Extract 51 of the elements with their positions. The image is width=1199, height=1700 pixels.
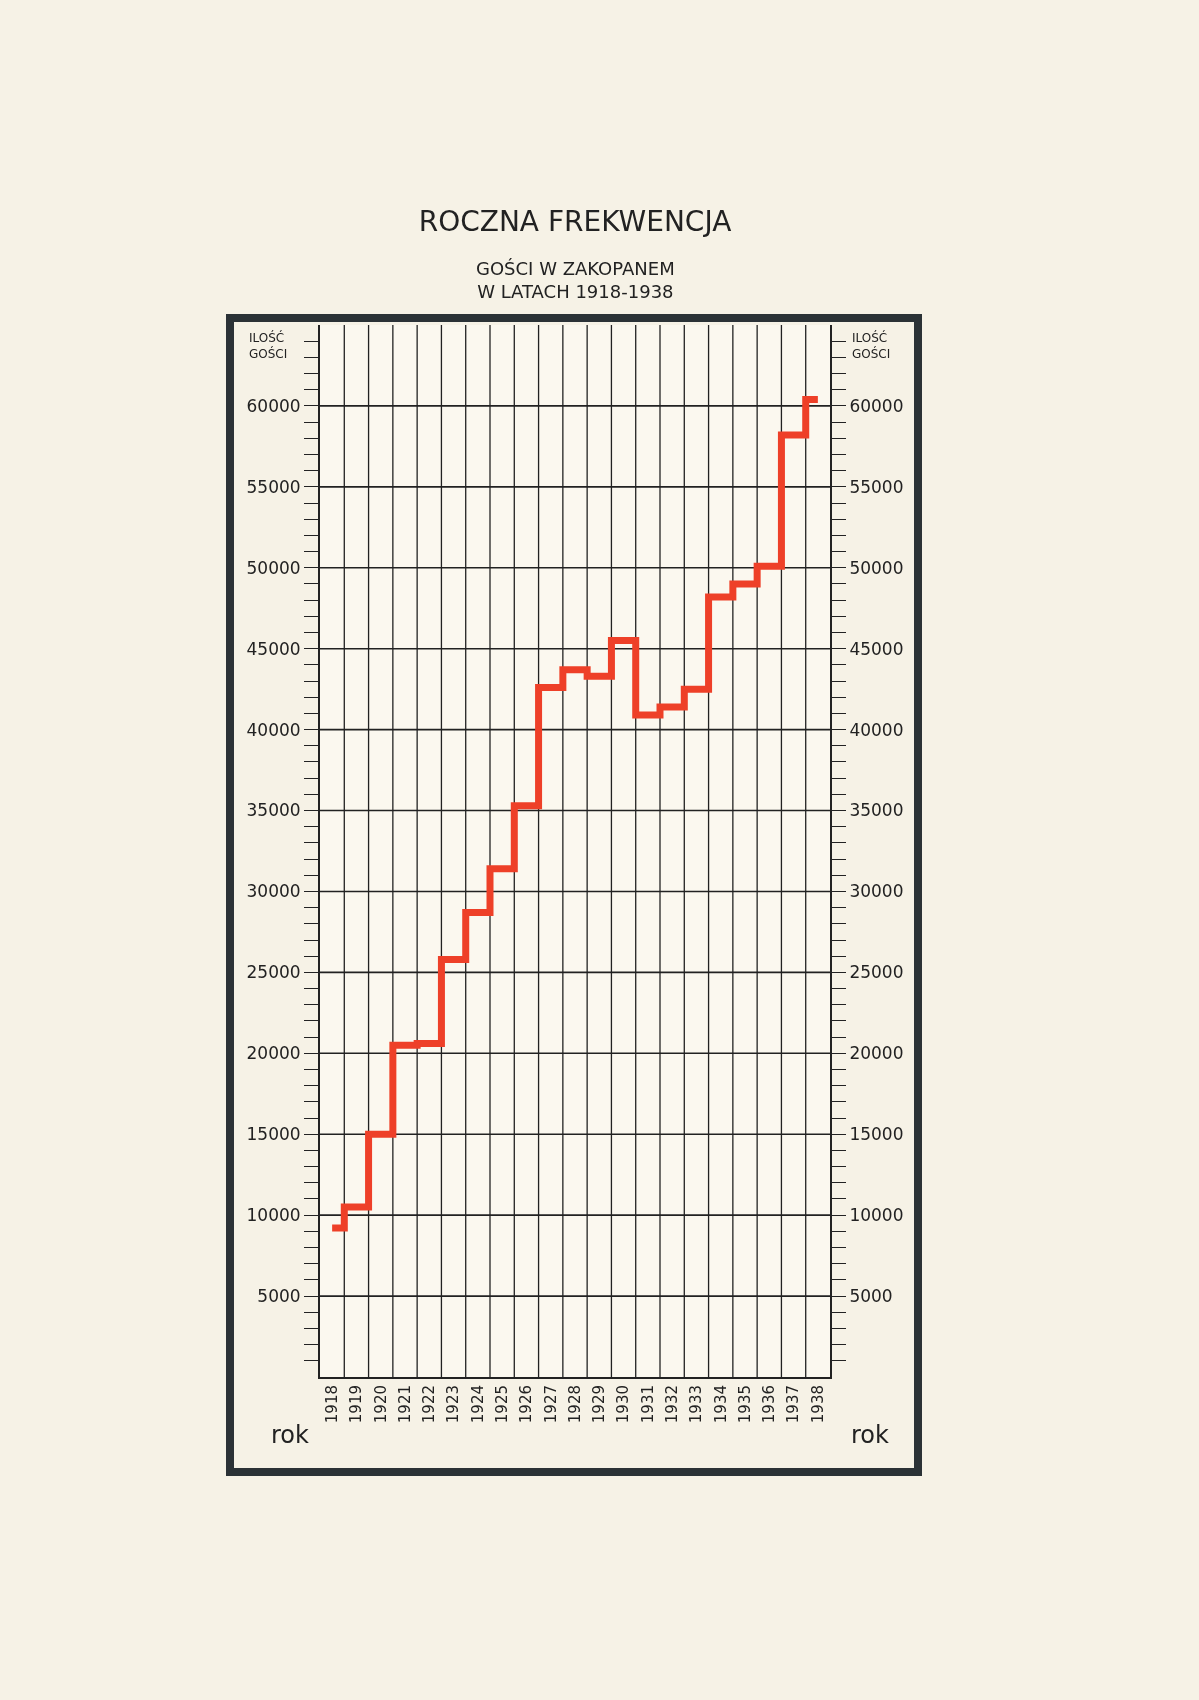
text: rok xyxy=(851,1421,889,1449)
y2-tick-label: 20000 xyxy=(849,1043,904,1064)
x-tick-label: 1924 xyxy=(468,1385,487,1424)
x-tick-label: 1918 xyxy=(323,1385,342,1424)
y-tick-label: 35000 xyxy=(246,800,301,821)
y-tick-label: 10000 xyxy=(246,1205,301,1226)
x-tick-label: 1919 xyxy=(347,1385,366,1424)
y-axis-title: ILOŚĆ GOŚCI xyxy=(249,330,288,361)
y-tick-label: 45000 xyxy=(246,638,301,659)
x-axis-title: rok xyxy=(271,1421,310,1449)
y2-tick-label: 55000 xyxy=(849,476,904,497)
y-tick-label: 5000 xyxy=(257,1286,301,1307)
x-tick-label: 1923 xyxy=(444,1385,463,1424)
x-tick-label: 1936 xyxy=(760,1385,779,1424)
y-tick-label: 40000 xyxy=(246,719,301,740)
y2-tick-label: 5000 xyxy=(849,1286,893,1307)
y2-axis-title: ILOŚĆ GOŚCI xyxy=(852,330,891,361)
x-tick-label: 1937 xyxy=(784,1385,803,1424)
y-tick-label: 15000 xyxy=(246,1124,301,1145)
x-tick-label: 1934 xyxy=(711,1385,730,1424)
x-tick-label: 1927 xyxy=(541,1385,560,1424)
x-tick-label: 1920 xyxy=(371,1385,390,1424)
y2-tick-label: 60000 xyxy=(849,395,904,416)
x-tick-label: 1935 xyxy=(735,1385,754,1424)
y-tick-label: 55000 xyxy=(246,476,301,497)
x-tick-label: 1933 xyxy=(687,1385,706,1424)
y2-tick-label: 45000 xyxy=(849,638,904,659)
x-tick-label: 1931 xyxy=(638,1385,657,1424)
x-tick-label: 1930 xyxy=(614,1385,633,1424)
y-tick-label: 60000 xyxy=(246,395,301,416)
y2-tick-label: 30000 xyxy=(849,881,904,902)
y2-tick-label: 25000 xyxy=(849,962,904,983)
x-tick-label: 1929 xyxy=(590,1385,609,1424)
chart-title: ROCZNA FREKWENCJA xyxy=(418,204,732,238)
chart-subtitle: GOŚCI W ZAKOPANEM W LATACH 1918-1938 xyxy=(476,258,675,303)
y-tick-label: 50000 xyxy=(246,557,301,578)
y2-tick-label: 50000 xyxy=(849,557,904,578)
x-tick-label: 1921 xyxy=(395,1385,414,1424)
x-tick-label: 1925 xyxy=(493,1385,512,1424)
y-tick-label: 25000 xyxy=(246,962,301,983)
x-tick-label: 1928 xyxy=(565,1385,584,1424)
y2-tick-label: 10000 xyxy=(849,1205,904,1226)
y2-tick-label: 35000 xyxy=(849,800,904,821)
y2-tick-label: 40000 xyxy=(849,719,904,740)
x-tick-label: 1922 xyxy=(420,1385,439,1424)
x-tick-label: 1932 xyxy=(663,1385,682,1424)
x-tick-label: 1938 xyxy=(808,1385,827,1424)
y-tick-label: 20000 xyxy=(246,1043,301,1064)
y-tick-label: 30000 xyxy=(246,881,301,902)
x-tick-label: 1926 xyxy=(517,1385,536,1424)
y2-tick-label: 15000 xyxy=(849,1124,904,1145)
